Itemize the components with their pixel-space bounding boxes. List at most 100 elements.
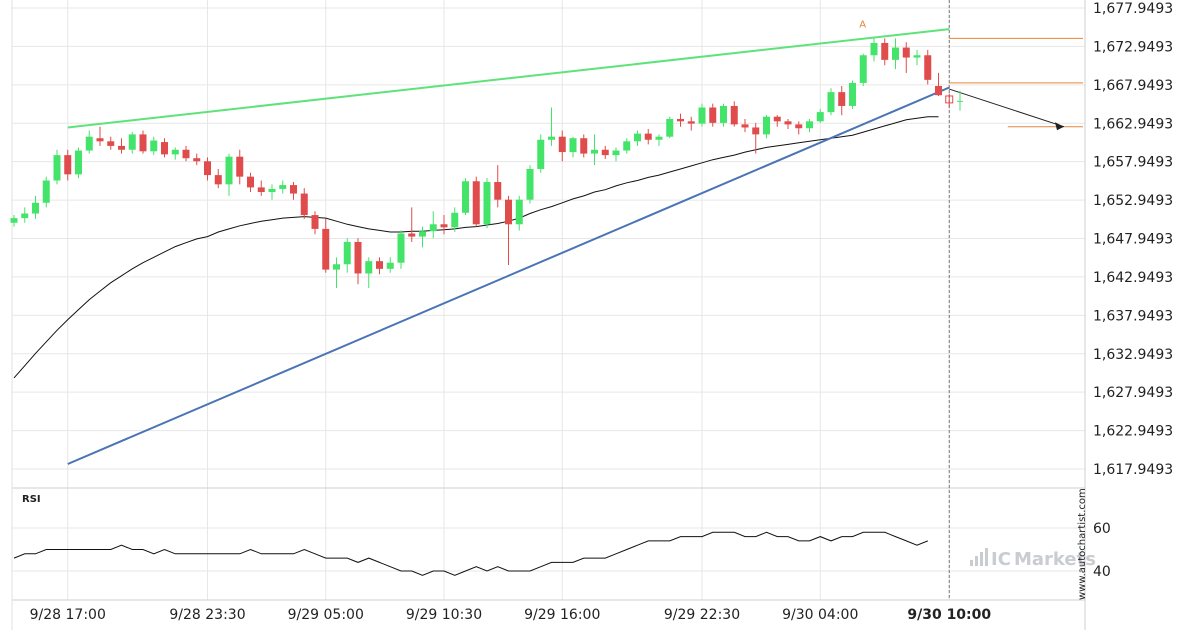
brand-suffix: Markets [1014, 549, 1096, 570]
y-tick-label: 1,662.9493 [1093, 116, 1173, 132]
x-tick-label: 9/29 10:30 [406, 607, 482, 623]
candle-body [462, 181, 469, 213]
candle-body [537, 139, 545, 169]
y-tick-label: 1,667.9493 [1093, 78, 1173, 94]
candle-body [773, 116, 781, 122]
candle-body [429, 224, 437, 232]
y-tick-label: 1,657.9493 [1093, 155, 1173, 171]
candle-body [96, 138, 104, 142]
candle-body [634, 133, 641, 142]
candle-body [612, 150, 620, 156]
candle-body [838, 92, 846, 106]
candle-body [193, 158, 201, 162]
rsi-panel: RSI 60 40 [13, 494, 1111, 580]
candle-body [494, 182, 502, 200]
candle-body [247, 176, 254, 188]
candle-body [472, 181, 480, 225]
candle-body [709, 107, 717, 123]
x-tick-label: 9/29 16:00 [524, 607, 600, 623]
y-tick-label: 1,677.9493 [1093, 1, 1173, 17]
y-tick-label: 1,617.9493 [1093, 462, 1173, 478]
candle-body [236, 156, 244, 177]
x-tick-label: 9/30 10:00 [907, 607, 991, 623]
candle-body [107, 141, 115, 146]
candle-body [279, 185, 287, 189]
candle-body [741, 124, 749, 128]
lower-trend-line [67, 86, 950, 465]
candle-body [365, 261, 373, 274]
candle-body [182, 149, 190, 159]
candle-body [601, 149, 609, 156]
candle-body [53, 155, 61, 181]
candle-body [526, 168, 534, 200]
price-axis: 1,677.9493 1,672.9493 1,667.9493 1,662.9493… [1093, 1, 1173, 478]
candle-body [408, 233, 416, 237]
candlesticks [10, 38, 963, 289]
candle-body [687, 121, 695, 124]
candle-body [655, 136, 663, 140]
candle-body [128, 134, 136, 150]
candle-body [311, 215, 319, 229]
candle-body [580, 138, 588, 154]
candle-body [118, 145, 125, 150]
logo-bar [970, 560, 973, 566]
marker-label: A [859, 20, 866, 31]
candle-body [870, 42, 878, 56]
candle-body [935, 85, 942, 96]
candle-body [827, 92, 835, 113]
candle-body [795, 124, 803, 129]
candle-body [32, 202, 39, 214]
y-tick-label: 1,637.9493 [1093, 308, 1173, 324]
logo-bar [985, 548, 988, 566]
logo-bar [980, 552, 983, 566]
candle-body [505, 199, 512, 225]
candle-body [892, 47, 899, 60]
rsi-line [13, 531, 928, 576]
y-tick-label: 1,627.9493 [1093, 385, 1173, 401]
pattern-overlay: A [67, 0, 1083, 600]
candle-body [591, 149, 598, 154]
x-tick-label: 9/29 22:30 [664, 607, 740, 623]
candle-body [333, 264, 340, 270]
y-tick-label: 1,652.9493 [1093, 193, 1173, 209]
x-tick-label: 9/30 04:00 [782, 607, 858, 623]
candle-body [913, 55, 921, 58]
candle-body [397, 233, 405, 263]
candle-body [10, 218, 18, 223]
candle-body [698, 107, 706, 124]
x-tick-label: 9/28 17:00 [30, 607, 106, 623]
time-axis: 9/28 17:00 9/28 23:30 9/29 05:00 9/29 10:30… [30, 607, 992, 623]
candle-body [924, 55, 932, 80]
moving-average-line [13, 116, 939, 379]
candle-body [623, 141, 631, 151]
candle-body [75, 150, 82, 175]
candle-body [257, 187, 265, 193]
candle-body [171, 149, 179, 155]
candle-body [322, 228, 330, 270]
candle-body [354, 241, 362, 274]
candle-body [730, 105, 738, 125]
candle-body [85, 136, 93, 151]
brand-prefix: IC [991, 549, 1011, 570]
candle-body [816, 112, 824, 122]
candle-body [806, 121, 813, 129]
candle-body [376, 261, 383, 269]
y-tick-label: 1,647.9493 [1093, 232, 1173, 248]
y-tick-label: 1,632.9493 [1093, 347, 1173, 363]
candle-body [483, 182, 491, 225]
candle-body [784, 121, 792, 125]
candle-body [548, 136, 555, 140]
candle-body [515, 199, 523, 225]
y-tick-label: 1,672.9493 [1093, 39, 1173, 55]
candle-body [21, 213, 29, 219]
vertical-watermark: www.autochartist.com [1077, 488, 1088, 600]
candle-body [644, 133, 652, 140]
candle-body [859, 55, 867, 83]
candle-body [268, 188, 276, 193]
candle-body [214, 175, 222, 185]
grid-lines [11, 0, 1086, 630]
candle-body [677, 119, 684, 122]
candle-body [720, 105, 727, 123]
